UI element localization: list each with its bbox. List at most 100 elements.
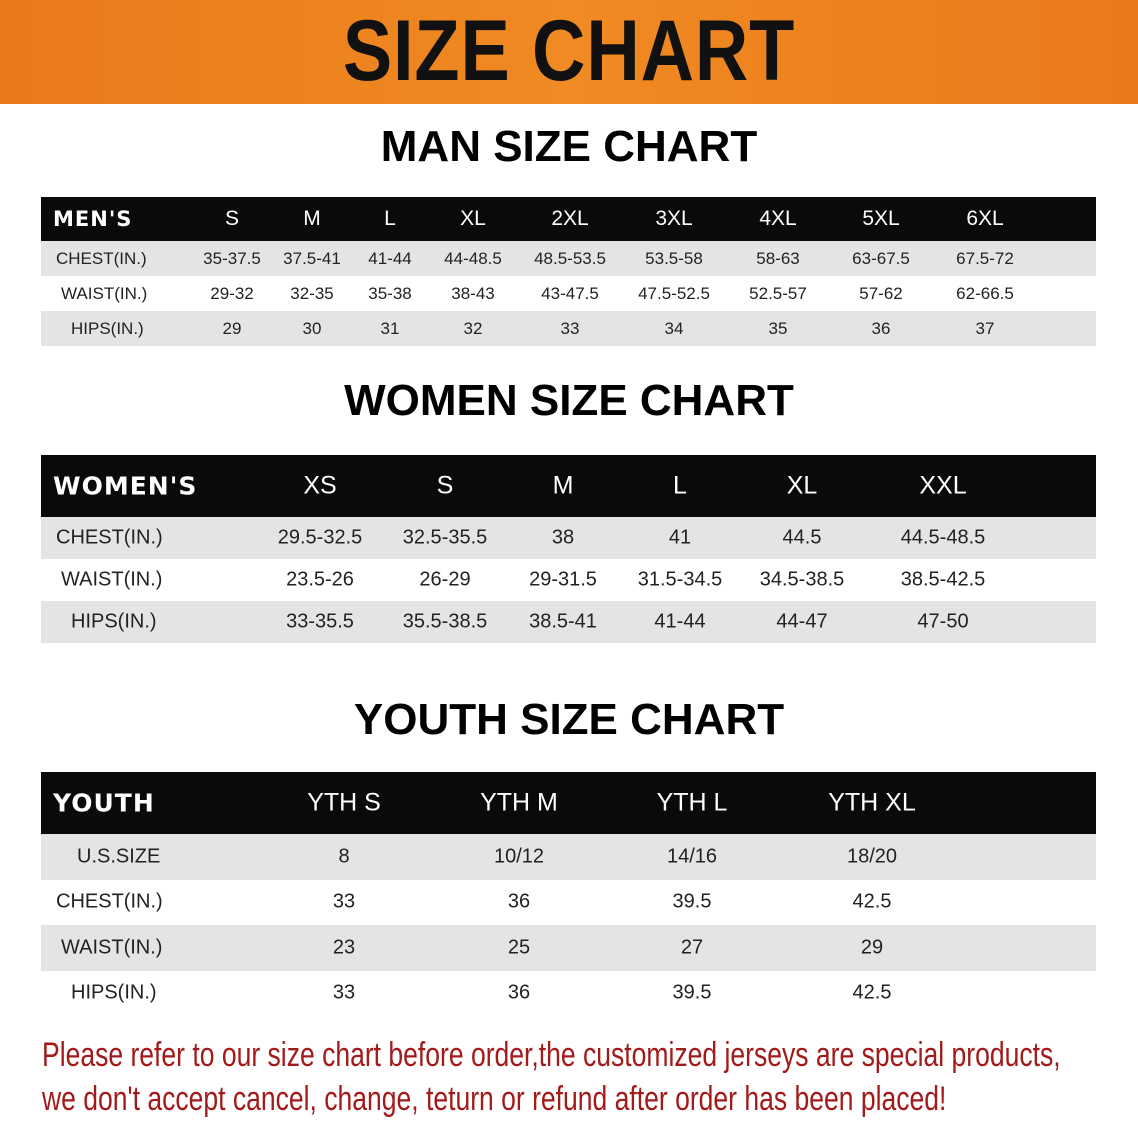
table-cell: 53.5-58 bbox=[645, 248, 703, 268]
men-size-table: MEN'S S M L XL 2XL 3XL 4XL 5XL 6XL CHEST(IN.) 35-37… bbox=[41, 197, 1096, 346]
measure-label: WAIST(IN.) bbox=[61, 283, 148, 303]
table-cell: 39.5 bbox=[672, 890, 712, 913]
size-header-cell: XS bbox=[303, 471, 337, 500]
size-header-cell: S bbox=[436, 471, 454, 500]
measure-label: U.S.SIZE bbox=[77, 845, 161, 868]
size-header-cell: XXL bbox=[919, 471, 967, 500]
table-title-cell: WOMEN'S bbox=[53, 471, 198, 501]
size-header-cell: 3XL bbox=[655, 207, 693, 230]
men-header-row: MEN'S S M L XL 2XL 3XL 4XL 5XL 6XL bbox=[41, 197, 1096, 241]
table-cell: 39.5 bbox=[672, 981, 712, 1004]
table-row: U.S.SIZE 8 10/12 14/16 18/20 bbox=[41, 834, 1096, 880]
table-cell: 36 bbox=[507, 981, 531, 1004]
table-cell: 37 bbox=[975, 318, 995, 338]
table-row: CHEST(IN.) 33 36 39.5 42.5 bbox=[41, 879, 1096, 925]
table-cell: 18/20 bbox=[846, 845, 898, 868]
table-row: WAIST(IN.) 29-32 32-35 35-38 38-43 43-47.5 47.… bbox=[41, 276, 1096, 311]
table-cell: 32-35 bbox=[290, 283, 334, 303]
table-cell: 44-48.5 bbox=[444, 248, 502, 268]
measure-label: CHEST(IN.) bbox=[56, 248, 147, 268]
table-cell: 33-35.5 bbox=[286, 610, 354, 633]
size-header-cell: YTH M bbox=[480, 788, 558, 817]
table-cell: 14/16 bbox=[666, 845, 718, 868]
table-cell: 36 bbox=[871, 318, 891, 338]
size-header-cell: 6XL bbox=[966, 207, 1004, 230]
table-row: HIPS(IN.) 29 30 31 32 33 34 35 36 37 bbox=[41, 311, 1096, 346]
table-cell: 32 bbox=[463, 318, 483, 338]
youth-section-title: YOUTH SIZE CHART bbox=[353, 695, 785, 744]
table-cell: 23 bbox=[332, 936, 356, 959]
table-cell: 47.5-52.5 bbox=[638, 283, 710, 303]
size-header-cell: XL bbox=[786, 471, 818, 500]
table-cell: 34.5-38.5 bbox=[759, 568, 845, 591]
table-cell: 52.5-57 bbox=[749, 283, 807, 303]
women-section-title: WOMEN SIZE CHART bbox=[344, 376, 794, 425]
table-cell: 38 bbox=[551, 526, 575, 549]
table-cell: 58-63 bbox=[756, 248, 800, 268]
measure-label: CHEST(IN.) bbox=[56, 890, 163, 913]
title-banner: SIZE CHART bbox=[0, 0, 1138, 104]
table-cell: 29 bbox=[222, 318, 242, 338]
men-section-title: MAN SIZE CHART bbox=[380, 122, 758, 171]
table-row: CHEST(IN.) 35-37.5 37.5-41 41-44 44-48.5 48.5… bbox=[41, 241, 1096, 276]
table-row: CHEST(IN.) 29.5-32.5 32.5-35.5 38 41 44.5 44.5… bbox=[41, 517, 1096, 559]
size-header-cell: XL bbox=[460, 207, 486, 230]
table-cell: 33 bbox=[332, 981, 356, 1004]
table-title-cell: MEN'S bbox=[53, 207, 133, 231]
table-cell: 41 bbox=[668, 526, 692, 549]
table-cell: 35-38 bbox=[368, 283, 412, 303]
table-cell: 42.5 bbox=[852, 890, 892, 913]
table-cell: 35 bbox=[768, 318, 788, 338]
table-cell: 38.5-41 bbox=[529, 610, 597, 633]
table-cell: 38-43 bbox=[451, 283, 495, 303]
table-cell: 57-62 bbox=[859, 283, 903, 303]
table-cell: 31.5-34.5 bbox=[637, 568, 723, 591]
measure-label: CHEST(IN.) bbox=[56, 526, 163, 549]
table-row: HIPS(IN.) 33-35.5 35.5-38.5 38.5-41 41-44 44-… bbox=[41, 601, 1096, 643]
size-header-cell: YTH L bbox=[656, 788, 728, 817]
women-header-row: WOMEN'S XS S M L XL XXL bbox=[41, 455, 1096, 517]
size-header-cell: 5XL bbox=[862, 207, 900, 230]
table-cell: 44-47 bbox=[776, 610, 828, 633]
size-header-cell: 2XL bbox=[551, 207, 589, 230]
table-row: WAIST(IN.) 23.5-26 26-29 29-31.5 31.5-34.5 34… bbox=[41, 559, 1096, 601]
table-cell: 38.5-42.5 bbox=[900, 568, 986, 591]
table-cell: 41-44 bbox=[654, 610, 706, 633]
table-cell: 48.5-53.5 bbox=[534, 248, 606, 268]
table-row: WAIST(IN.) 23 25 27 29 bbox=[41, 925, 1096, 971]
table-cell: 35.5-38.5 bbox=[402, 610, 488, 633]
size-header-cell: S bbox=[224, 207, 240, 230]
table-row: HIPS(IN.) 33 36 39.5 42.5 bbox=[41, 970, 1096, 1016]
table-cell: 33 bbox=[332, 890, 356, 913]
banner-title: SIZE CHART bbox=[342, 3, 796, 99]
measure-label: HIPS(IN.) bbox=[71, 610, 157, 633]
size-header-cell: YTH S bbox=[307, 788, 381, 817]
table-cell: 31 bbox=[380, 318, 400, 338]
table-title-cell: YOUTH bbox=[53, 788, 155, 818]
size-header-cell: YTH XL bbox=[828, 788, 916, 817]
youth-size-table: YOUTH YTH S YTH M YTH L YTH XL U.S.SIZE 8 10/12… bbox=[41, 772, 1096, 1016]
table-cell: 25 bbox=[507, 936, 531, 959]
table-cell: 63-67.5 bbox=[852, 248, 910, 268]
table-cell: 44.5 bbox=[782, 526, 822, 549]
measure-label: HIPS(IN.) bbox=[71, 318, 144, 338]
table-cell: 26-29 bbox=[419, 568, 471, 591]
table-cell: 29.5-32.5 bbox=[277, 526, 363, 549]
table-cell: 30 bbox=[302, 318, 322, 338]
women-size-table: WOMEN'S XS S M L XL XXL CHEST(IN.) 29.5-32.5 32.5… bbox=[41, 455, 1096, 643]
table-cell: 62-66.5 bbox=[956, 283, 1014, 303]
table-cell: 41-44 bbox=[368, 248, 412, 268]
size-header-cell: L bbox=[384, 207, 396, 230]
measure-label: WAIST(IN.) bbox=[61, 568, 163, 591]
table-cell: 44.5-48.5 bbox=[900, 526, 986, 549]
table-cell: 37.5-41 bbox=[283, 248, 341, 268]
table-cell: 29-32 bbox=[210, 283, 254, 303]
table-cell: 43-47.5 bbox=[541, 283, 599, 303]
table-cell: 23.5-26 bbox=[286, 568, 354, 591]
table-cell: 67.5-72 bbox=[956, 248, 1014, 268]
table-cell: 10/12 bbox=[493, 845, 545, 868]
measure-label: HIPS(IN.) bbox=[71, 981, 157, 1004]
size-header-cell: M bbox=[303, 207, 321, 230]
size-header-cell: 4XL bbox=[759, 207, 797, 230]
notice-line-2: we don't accept cancel, change, teturn o… bbox=[42, 1080, 947, 1118]
